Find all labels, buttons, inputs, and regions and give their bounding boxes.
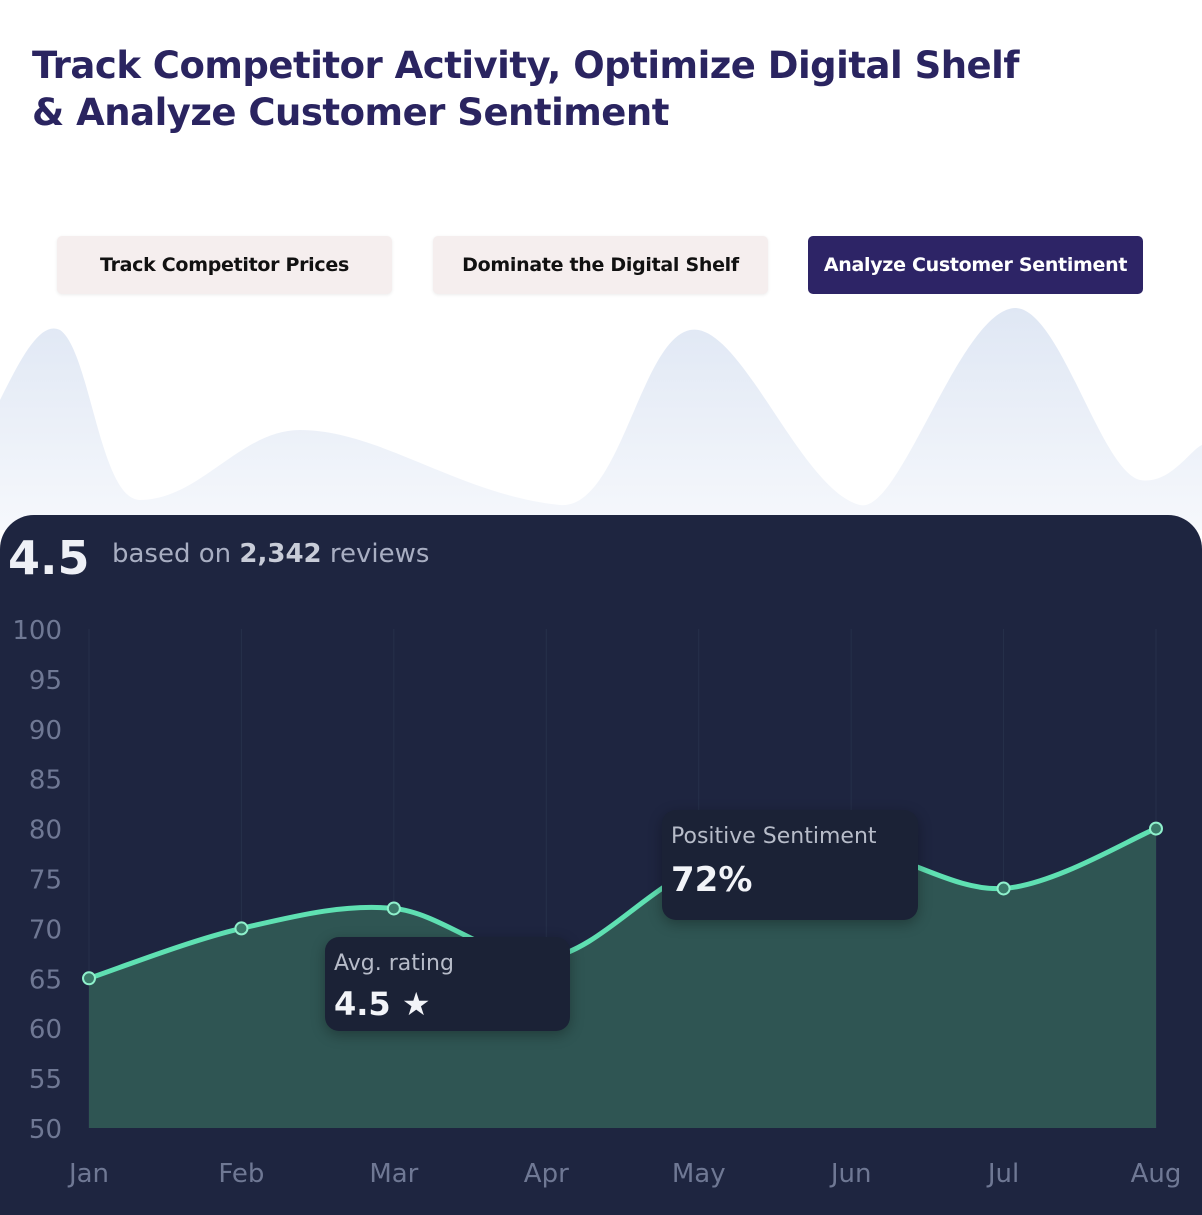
- sentiment-card: 4.5 based on 2,342 reviews 100 95 90 85 80 75…: [0, 515, 1202, 1215]
- background-waves: [0, 308, 1202, 530]
- x-tick-label: Mar: [369, 1159, 418, 1189]
- y-tick-label: 70: [29, 915, 62, 945]
- title-line-2: & Analyze Customer Sentiment: [32, 91, 669, 134]
- y-tick-label: 100: [12, 616, 62, 646]
- page-title: Track Competitor Activity, Optimize Digi…: [32, 42, 1019, 136]
- review-suffix: reviews: [329, 539, 430, 569]
- x-tick-label: Aug: [1131, 1159, 1182, 1189]
- area-fill: [89, 828, 1156, 1128]
- y-tick-label: 50: [29, 1115, 62, 1145]
- tooltip-value: 72%: [671, 860, 753, 900]
- y-tick-label: 90: [29, 716, 62, 746]
- data-point: [386, 901, 401, 916]
- y-tick-label: 65: [29, 965, 62, 995]
- x-tick-label: Jan: [67, 1159, 109, 1189]
- x-tick-label: May: [672, 1159, 726, 1189]
- tooltip-label: Positive Sentiment: [671, 824, 877, 849]
- y-tick-label: 60: [29, 1015, 62, 1045]
- review-prefix: based on: [112, 539, 232, 569]
- y-tick-label: 95: [29, 666, 62, 696]
- title-line-1: Track Competitor Activity, Optimize Digi…: [32, 44, 1019, 87]
- data-point: [996, 881, 1011, 896]
- tooltip-label: Avg. rating: [334, 951, 454, 976]
- average-rating: 4.5: [8, 531, 90, 585]
- tab-dominate-digital-shelf[interactable]: Dominate the Digital Shelf: [433, 236, 768, 294]
- tab-track-competitor-prices[interactable]: Track Competitor Prices: [57, 236, 392, 294]
- data-point: [82, 971, 96, 986]
- data-point: [1149, 821, 1163, 836]
- x-tick-label: Apr: [524, 1159, 569, 1189]
- x-tick-label: Jul: [986, 1159, 1019, 1189]
- y-tick-label: 55: [29, 1065, 62, 1095]
- data-point: [234, 921, 249, 936]
- y-tick-label: 75: [29, 866, 62, 896]
- tab-analyze-customer-sentiment[interactable]: Analyze Customer Sentiment: [808, 236, 1143, 294]
- y-tick-label: 80: [29, 816, 62, 846]
- sentiment-line: [88, 826, 1157, 981]
- tooltip-value: 4.5 ★: [334, 985, 431, 1023]
- review-count-text: based on 2,342 reviews: [112, 539, 429, 569]
- review-count: 2,342: [239, 539, 322, 569]
- avg-rating-tooltip: Avg. rating 4.5 ★: [325, 937, 570, 1031]
- y-tick-label: 85: [29, 766, 62, 796]
- x-tick-label: Jun: [829, 1159, 872, 1189]
- positive-sentiment-tooltip: Positive Sentiment 72%: [662, 810, 918, 920]
- x-tick-label: Feb: [218, 1159, 264, 1189]
